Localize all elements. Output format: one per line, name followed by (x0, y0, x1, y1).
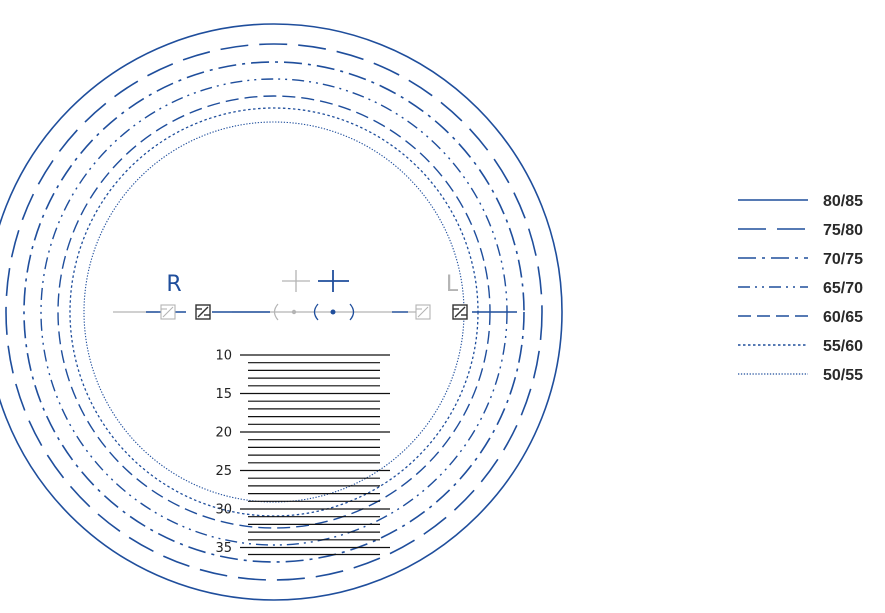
distance-marker-icon (452, 304, 468, 320)
legend-label: 70/75 (823, 251, 863, 268)
ring-80-85 (0, 23, 563, 601)
legend-label: 50/55 (823, 367, 863, 384)
scale-tick-label: 35 (215, 541, 232, 556)
ring-70-75 (23, 61, 525, 563)
ring-75-80 (5, 43, 543, 581)
distance-marker-icon (160, 304, 176, 320)
scale-tick-label: 20 (215, 426, 232, 441)
legend-label: 80/85 (823, 193, 863, 210)
reticle-cross-icon (282, 270, 310, 292)
left-eye-label: L (446, 272, 459, 297)
scale-tick-label: 30 (215, 503, 232, 518)
distance-marker-icon (195, 304, 211, 320)
bracketed-dot-icon (273, 303, 355, 321)
scale-tick-label: 15 (215, 387, 232, 402)
scale-tick-label: 10 (215, 349, 232, 364)
legend-label: 55/60 (823, 338, 863, 355)
legend: 80/85 75/80 70/75 65/70 60/65 55/60 50/55 (738, 193, 863, 384)
distance-marker-icon (415, 304, 431, 320)
line-scale: 10 15 20 25 30 35 (215, 349, 390, 556)
right-eye-label: R (166, 272, 181, 297)
legend-label: 60/65 (823, 309, 863, 326)
legend-label: 65/70 (823, 280, 863, 297)
legend-label: 75/80 (823, 222, 863, 239)
reticle-cross-icon (318, 270, 349, 292)
scale-tick-label: 25 (215, 464, 232, 479)
